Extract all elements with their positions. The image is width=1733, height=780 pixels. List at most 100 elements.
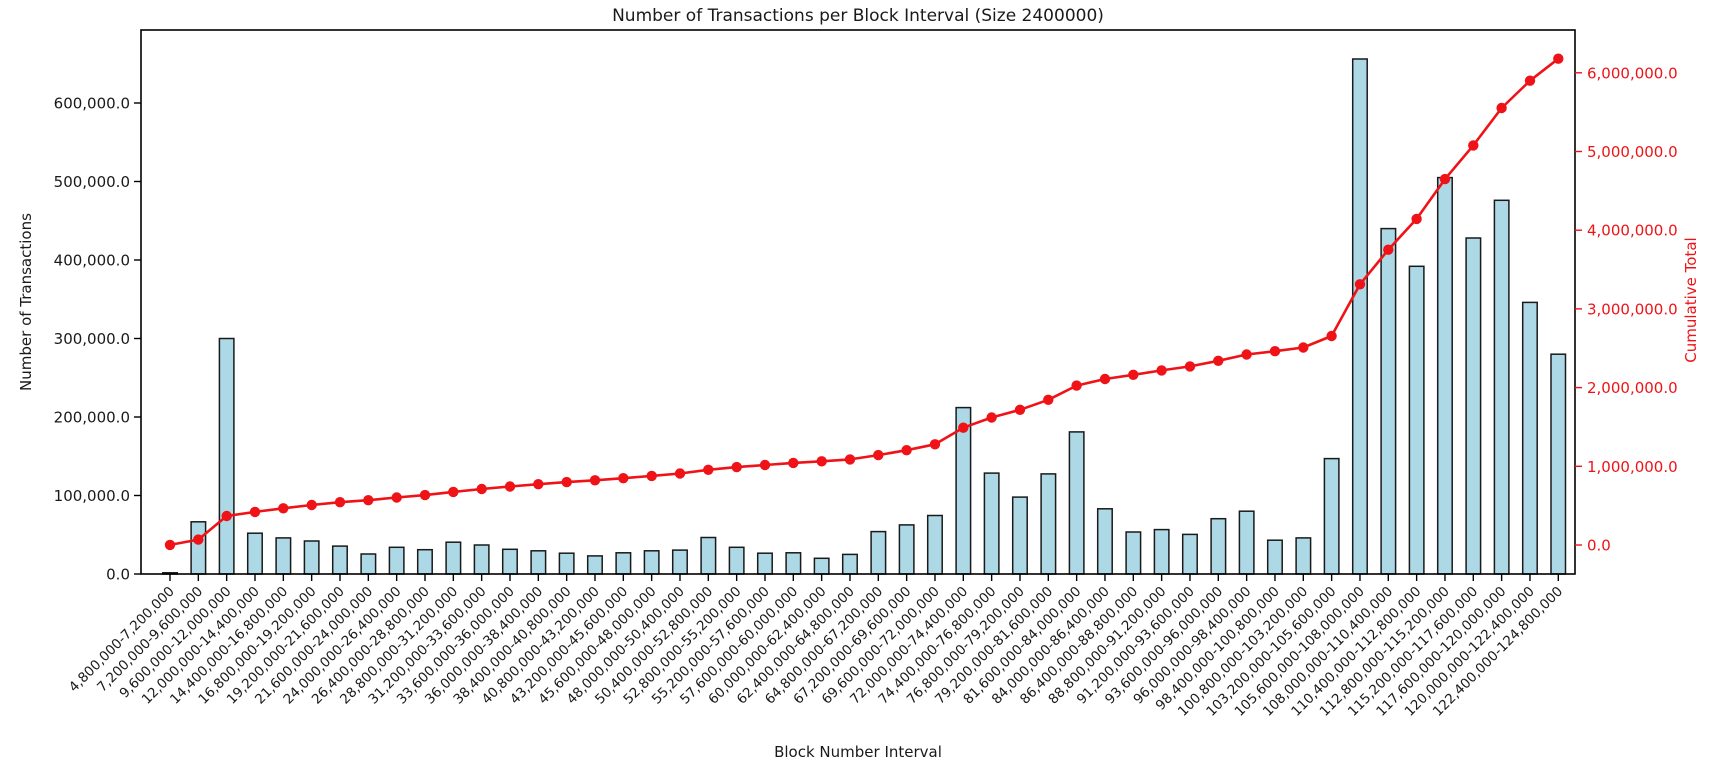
cumulative-point (1269, 346, 1281, 357)
y-left-tick-label: 300,000.0 (54, 330, 130, 348)
x-axis-label: Block Number Interval (774, 743, 942, 761)
cumulative-point (533, 479, 544, 490)
cumulative-point (476, 483, 487, 495)
cumulative-point (334, 497, 346, 508)
bar (785, 552, 802, 575)
bar (841, 553, 858, 575)
bar (1550, 353, 1567, 575)
bar (1181, 533, 1198, 575)
bar (870, 530, 887, 575)
cumulative-point (986, 412, 997, 423)
cumulative-point (873, 449, 884, 461)
bar (1266, 539, 1283, 575)
cumulative-point (844, 454, 856, 465)
y-right-tick-label: 2,000,000.0 (1587, 379, 1678, 397)
bar (671, 549, 688, 575)
cumulative-point (419, 489, 431, 501)
y-left-tick-label: 200,000.0 (54, 409, 130, 427)
cumulative-point (1213, 355, 1224, 366)
cumulative-point (193, 534, 204, 545)
bar (1096, 508, 1113, 575)
cumulative-point (1071, 380, 1082, 391)
bar (1408, 265, 1425, 575)
y-left-tick-label: 400,000.0 (54, 252, 130, 270)
bar (331, 545, 348, 575)
bar (1238, 510, 1255, 575)
y-left-tick-label: 600,000.0 (54, 95, 130, 113)
cumulative-line (169, 57, 1560, 547)
bar (1153, 528, 1170, 575)
cumulative-point (249, 506, 261, 518)
bar (1040, 473, 1057, 575)
bar (1323, 457, 1340, 575)
cumulative-point (589, 475, 601, 486)
bar (1493, 199, 1510, 575)
bar (926, 514, 943, 575)
bar (728, 546, 745, 575)
bar (615, 552, 632, 575)
bar (813, 557, 830, 575)
cumulative-point (731, 461, 742, 473)
cumulative-point (1043, 394, 1054, 405)
cumulative-point (1326, 330, 1337, 342)
bar (983, 472, 1000, 575)
y-right-tick-label: 6,000,000.0 (1587, 64, 1678, 82)
bar (1011, 496, 1028, 575)
y-axis-left-label: Number of Transactions (17, 213, 35, 391)
cumulative-point (618, 473, 629, 484)
cumulative-point (1014, 404, 1026, 415)
axes-box (140, 29, 1576, 575)
bar (275, 537, 292, 575)
cumulative-point (1099, 373, 1111, 385)
y-right-tick-label: 3,000,000.0 (1587, 300, 1678, 318)
y-left-tick-label: 500,000.0 (54, 173, 130, 191)
bar (1521, 301, 1538, 575)
cumulative-point (929, 439, 941, 450)
cumulative-point (1298, 342, 1309, 353)
bar (586, 555, 603, 575)
bar (190, 521, 207, 575)
bar (1436, 176, 1453, 575)
bar (218, 337, 235, 575)
cumulative-point (391, 492, 402, 503)
bar (1210, 517, 1227, 575)
bar (246, 532, 263, 575)
bar (1380, 227, 1397, 575)
y-right-tick-label: 1,000,000.0 (1587, 458, 1678, 476)
cumulative-point (363, 495, 374, 506)
cumulative-point (646, 470, 657, 482)
bar (360, 553, 377, 575)
bar (1351, 58, 1368, 575)
bar (1295, 537, 1312, 575)
bar (303, 540, 320, 575)
cumulative-point (759, 459, 771, 471)
cumulative-point (1524, 75, 1536, 86)
cumulative-point (1241, 349, 1252, 360)
bar (388, 546, 405, 575)
cumulative-point (1184, 361, 1196, 372)
cumulative-point (816, 456, 827, 467)
bar (756, 552, 773, 575)
y-left-tick-label: 0.0 (106, 566, 130, 584)
cumulative-point (1383, 244, 1394, 255)
bar (473, 544, 490, 575)
cumulative-point (1496, 102, 1507, 114)
y-axis-right-label: Cumulative Total (1682, 237, 1700, 363)
cumulative-point (1553, 53, 1564, 64)
cumulative-point (306, 499, 317, 511)
bar (558, 552, 575, 575)
cumulative-point (278, 503, 289, 514)
cumulative-point (788, 457, 799, 469)
bar (1068, 431, 1085, 575)
cumulative-point (1354, 279, 1366, 290)
bar (700, 536, 717, 575)
cumulative-point (504, 481, 516, 492)
cumulative-point (221, 510, 232, 522)
y-right-tick-label: 5,000,000.0 (1587, 143, 1678, 161)
bar (501, 548, 518, 575)
cumulative-point (901, 445, 912, 456)
cumulative-point (561, 476, 572, 488)
chart-title: Number of Transactions per Block Interva… (612, 6, 1104, 26)
